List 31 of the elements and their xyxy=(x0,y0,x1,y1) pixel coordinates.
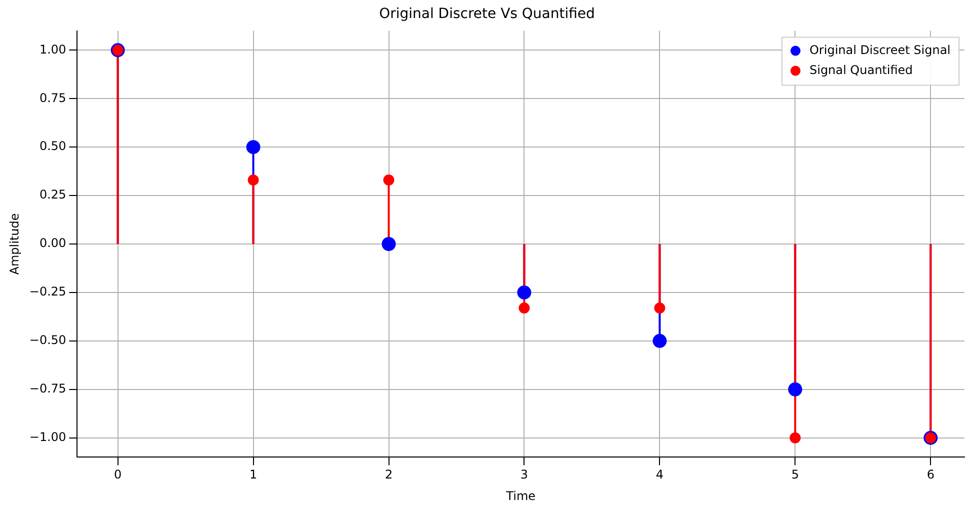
y-tick-label: 1.00 xyxy=(39,42,66,56)
point xyxy=(248,174,259,186)
y-axis-title: Amplitude xyxy=(7,213,22,275)
point xyxy=(788,382,802,396)
x-tick-label: 1 xyxy=(249,468,258,482)
x-tick-label: 6 xyxy=(926,468,934,482)
y-tick-label: −1.00 xyxy=(29,430,66,444)
x-tick-label: 2 xyxy=(384,468,393,482)
y-tick-label: 0.25 xyxy=(39,188,66,202)
y-tick-label: 0.00 xyxy=(39,236,66,250)
point xyxy=(518,302,530,314)
y-tick-label: −0.25 xyxy=(29,284,66,299)
chart-title: Original Discrete Vs Quantified xyxy=(379,6,595,22)
point xyxy=(652,334,667,348)
point xyxy=(654,302,666,314)
legend-label: Original Discreet Signal xyxy=(809,42,951,57)
point xyxy=(246,140,260,154)
point xyxy=(382,237,396,251)
point xyxy=(517,285,532,300)
x-tick-label: 3 xyxy=(520,468,528,482)
y-tick-label: −0.50 xyxy=(29,333,66,348)
y-tick-label: −0.75 xyxy=(29,381,66,396)
x-tick-label: 0 xyxy=(114,468,122,482)
legend-label: Signal Quantified xyxy=(809,62,913,77)
point xyxy=(790,432,801,444)
point xyxy=(383,174,394,186)
x-tick-label: 4 xyxy=(656,468,664,482)
y-tick-label: 0.50 xyxy=(39,139,66,154)
x-tick-label: 5 xyxy=(791,468,799,482)
y-tick-label: 0.75 xyxy=(39,90,66,105)
x-axis-title: Time xyxy=(505,488,536,503)
